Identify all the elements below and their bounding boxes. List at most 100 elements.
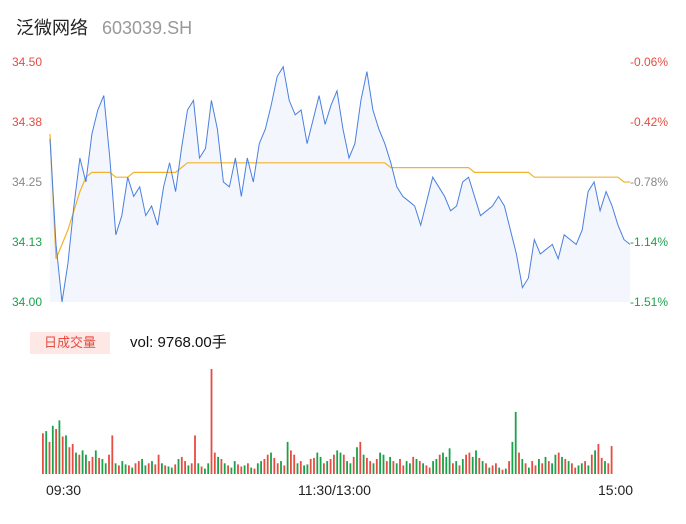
volume-bar (547, 461, 550, 474)
stock-header: 泛微网络 603039.SH (16, 14, 192, 38)
volume-bar (409, 463, 411, 474)
volume-bar (303, 465, 305, 474)
volume-bar (323, 463, 325, 474)
volume-bar (319, 456, 322, 474)
volume-bar (385, 461, 388, 474)
volume-bar (342, 454, 345, 474)
price-label: 34.00 (12, 295, 43, 309)
pct-label: -0.06% (630, 55, 669, 69)
volume-bar (534, 465, 537, 474)
volume-bar (346, 461, 348, 474)
volume-bar (521, 459, 524, 474)
volume-bar (478, 457, 481, 474)
volume-bar (339, 452, 342, 474)
volume-bar (528, 467, 530, 474)
price-area (50, 66, 630, 302)
price-label: 34.25 (12, 175, 43, 189)
volume-bar (71, 444, 74, 474)
volume-bar (580, 463, 583, 474)
volume-bar (326, 461, 329, 474)
volume-bar (432, 461, 434, 474)
stock-name: 泛微网络 (16, 18, 88, 38)
volume-bar (104, 463, 107, 474)
volume-bar (114, 463, 117, 474)
volume-bar (45, 431, 48, 474)
volume-bar (42, 433, 44, 474)
volume-bar (137, 461, 140, 474)
volume-bar (438, 454, 441, 474)
volume-bar (124, 464, 127, 474)
volume-bar (111, 435, 114, 474)
volume-bar (442, 452, 444, 474)
volume-bar (508, 461, 510, 474)
volume-bar (223, 463, 226, 474)
volume-bar (405, 461, 408, 474)
volume-bar (51, 425, 54, 474)
volume-bar (584, 461, 586, 474)
volume-bar (230, 467, 233, 474)
volume-bar (197, 463, 200, 474)
volume-bar (610, 446, 613, 474)
volume-bar (286, 441, 289, 474)
volume-bar (253, 468, 256, 474)
volume-bar (154, 464, 157, 474)
volume-bar (276, 463, 279, 474)
stock-code: 603039.SH (102, 18, 193, 38)
volume-bar (48, 441, 51, 474)
volume-bar (435, 459, 438, 474)
volume-bar (75, 452, 77, 474)
volume-bar (88, 461, 91, 474)
volume-bar (98, 457, 100, 474)
volume-bar (227, 465, 229, 474)
volume-bar (266, 454, 269, 474)
volume-bar (280, 461, 282, 474)
volume-bar (514, 411, 517, 474)
volume-bar (412, 456, 415, 474)
volume-bar (594, 450, 596, 474)
volume-bar (270, 452, 272, 474)
volume-bar (164, 465, 167, 474)
volume-bar (597, 444, 600, 474)
volume-bar (207, 463, 210, 474)
volume-bar (501, 469, 504, 474)
volume-bar (511, 441, 514, 474)
volume-bar (157, 454, 160, 474)
volume-bar (167, 466, 170, 474)
volume-badge[interactable]: 日成交量 (30, 332, 110, 354)
volume-bar (356, 447, 358, 474)
volume-bar (465, 454, 467, 474)
volume-bar (101, 459, 104, 474)
volume-bar (590, 454, 593, 474)
volume-bar (524, 463, 527, 474)
volume-bar (91, 456, 94, 474)
volume-bar (425, 465, 428, 474)
volume-bar (134, 463, 137, 474)
volume-bar (491, 465, 494, 474)
volume-bar (352, 456, 355, 474)
volume-bar (299, 461, 302, 474)
volume-bar (551, 463, 553, 474)
volume-bar (184, 461, 186, 474)
volume-bar (415, 459, 418, 474)
volume-bar (461, 459, 464, 474)
volume-bar (210, 369, 213, 474)
volume-bar (458, 465, 461, 474)
volume-bar (217, 456, 219, 474)
volume-bar (263, 459, 266, 474)
volume-bar (571, 463, 573, 474)
volume-bar (402, 465, 405, 474)
volume-bar (131, 467, 134, 474)
volume-bar (392, 461, 395, 474)
volume-bar (256, 463, 259, 474)
volume-bar (190, 463, 193, 474)
volume-bar (422, 463, 424, 474)
volume-bar (55, 429, 57, 474)
volume-bar (194, 435, 196, 474)
volume-bar (498, 467, 501, 474)
volume-bar (121, 461, 124, 474)
volume-bar (544, 456, 547, 474)
volume-bar (600, 457, 603, 474)
volume-bar (108, 454, 110, 474)
volume-bars (42, 369, 613, 474)
